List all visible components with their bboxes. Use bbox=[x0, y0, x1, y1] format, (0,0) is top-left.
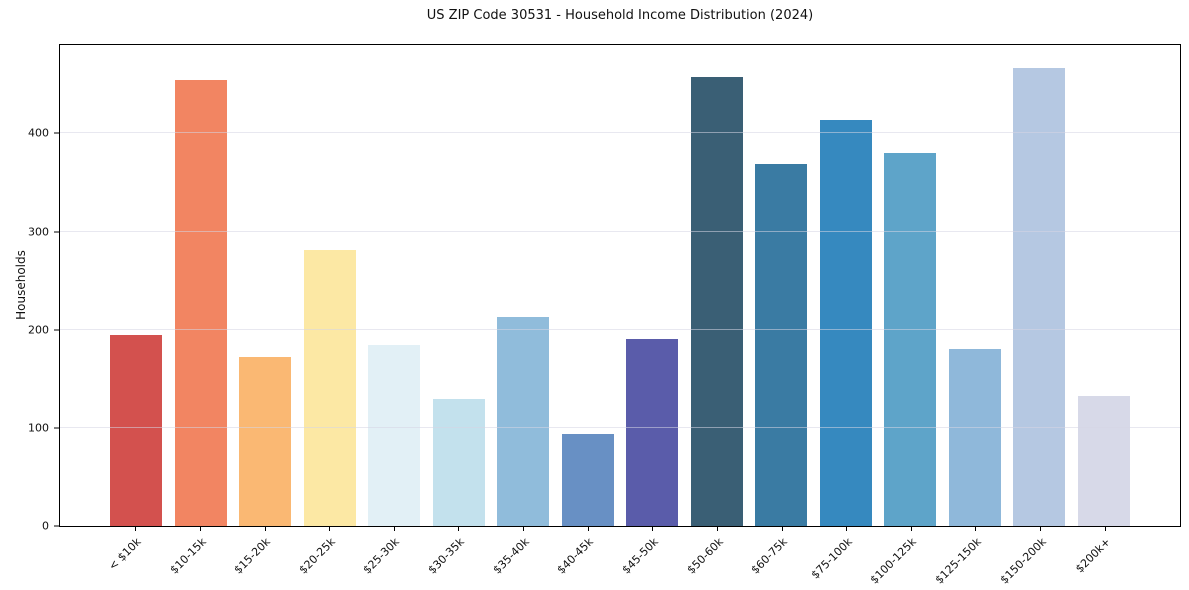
y-tick-mark bbox=[54, 329, 60, 331]
x-tick: $15-20k bbox=[232, 526, 297, 588]
x-tick-mark bbox=[135, 526, 137, 531]
bar-slot bbox=[491, 45, 556, 526]
bar-$75-100k bbox=[819, 119, 872, 526]
bars-container bbox=[60, 45, 1180, 526]
bar-$50-60k bbox=[690, 77, 743, 526]
chart-title: US ZIP Code 30531 - Household Income Dis… bbox=[426, 8, 814, 23]
bar-slot bbox=[814, 45, 879, 526]
bar-slot bbox=[878, 45, 943, 526]
x-tick-mark bbox=[781, 526, 783, 531]
x-tick-mark bbox=[652, 526, 654, 531]
x-tick-label: $125-150k bbox=[932, 535, 984, 587]
bar-slot bbox=[104, 45, 169, 526]
bar-slot bbox=[233, 45, 298, 526]
x-tick-label: $150-200k bbox=[997, 535, 1049, 587]
bar-slot bbox=[685, 45, 750, 526]
bar-$35-40k bbox=[497, 316, 550, 526]
y-axis-label: Households bbox=[14, 250, 28, 320]
plot-area: 0 100 200 300 400 < $10k $10-15k $15-20k $20-25… bbox=[28, 44, 1181, 586]
x-tick: $75-100k bbox=[808, 526, 879, 588]
x-tick: $45-50k bbox=[620, 526, 685, 588]
x-tick: $50-60k bbox=[684, 526, 750, 588]
bar-$15-20k bbox=[239, 357, 292, 526]
x-tick: $40-45k bbox=[555, 526, 620, 588]
x-tick-mark bbox=[199, 526, 201, 531]
x-tick: $30-35k bbox=[426, 526, 491, 588]
y-tick-mark bbox=[54, 427, 60, 429]
x-tick: $60-75k bbox=[749, 526, 814, 588]
x-tick-mark bbox=[716, 526, 718, 531]
bar-$100-125k bbox=[884, 152, 937, 526]
x-tick-label: $15-20k bbox=[231, 535, 274, 577]
x-tick-mark bbox=[329, 526, 331, 531]
y-tick-mark bbox=[54, 525, 60, 527]
x-tick-label: $30-35k bbox=[425, 535, 467, 577]
bar-slot bbox=[1007, 45, 1072, 526]
bar-$30-35k bbox=[432, 399, 485, 526]
x-tick-mark bbox=[1040, 526, 1042, 531]
x-tick-label: < $10k bbox=[106, 535, 144, 573]
x-tick-label: $10-15k bbox=[167, 535, 209, 577]
y-tick-label: 400 bbox=[28, 126, 49, 140]
x-tick-mark bbox=[975, 526, 977, 531]
x-tick: < $10k bbox=[103, 526, 168, 588]
x-axis-ticks: < $10k $10-15k $15-20k $20-25k $25-30k $30-35… bbox=[59, 526, 1181, 588]
bar-slot bbox=[169, 45, 234, 526]
bar-slot bbox=[943, 45, 1008, 526]
y-tick-mark bbox=[54, 231, 60, 233]
bar-$10-15k bbox=[174, 80, 227, 526]
bar-slot bbox=[427, 45, 492, 526]
bar-$150-200k bbox=[1013, 67, 1066, 526]
bar-slot bbox=[749, 45, 814, 526]
x-tick-mark bbox=[587, 526, 589, 531]
bar-slot bbox=[1072, 45, 1137, 526]
x-tick-label: $50-60k bbox=[684, 535, 726, 577]
y-tick-label: 300 bbox=[28, 225, 49, 239]
bar-slot bbox=[556, 45, 621, 526]
bar-$200k+ bbox=[1077, 396, 1130, 526]
bar-$20-25k bbox=[303, 250, 356, 526]
y-tick-label: 100 bbox=[28, 421, 49, 435]
x-tick: $125-150k bbox=[933, 526, 1008, 588]
x-tick: $35-40k bbox=[490, 526, 556, 588]
bar-< $10k bbox=[110, 334, 163, 526]
x-tick: $25-30k bbox=[361, 526, 427, 588]
x-tick: $20-25k bbox=[296, 526, 362, 588]
x-tick-mark bbox=[393, 526, 395, 531]
bar-$40-45k bbox=[561, 433, 614, 526]
bar-slot bbox=[298, 45, 363, 526]
x-tick: $10-15k bbox=[167, 526, 233, 588]
x-tick-label: $25-30k bbox=[361, 535, 403, 577]
y-tick-mark bbox=[54, 132, 60, 134]
bar-$60-75k bbox=[755, 163, 808, 526]
x-tick: $200k+ bbox=[1072, 526, 1137, 588]
x-tick-mark bbox=[458, 526, 460, 531]
x-tick-label: $100-125k bbox=[868, 535, 920, 587]
x-tick-mark bbox=[1104, 526, 1106, 531]
y-tick-label: 0 bbox=[42, 519, 49, 533]
bar-$125-150k bbox=[948, 349, 1001, 526]
x-tick-label: $20-25k bbox=[296, 535, 338, 577]
x-tick-label: $40-45k bbox=[554, 535, 597, 577]
x-tick-label: $45-50k bbox=[619, 535, 661, 577]
x-tick-label: $200k+ bbox=[1073, 535, 1114, 576]
x-tick-label: $60-75k bbox=[748, 535, 791, 577]
bar-$25-30k bbox=[368, 345, 421, 526]
bar-slot bbox=[362, 45, 427, 526]
x-tick-mark bbox=[264, 526, 266, 531]
x-tick-label: $35-40k bbox=[490, 535, 532, 577]
y-tick-label: 200 bbox=[28, 323, 49, 337]
x-tick-label: $75-100k bbox=[808, 535, 855, 582]
x-tick: $150-200k bbox=[997, 526, 1073, 588]
x-tick-mark bbox=[846, 526, 848, 531]
x-tick-mark bbox=[910, 526, 912, 531]
x-tick: $100-125k bbox=[868, 526, 944, 588]
bar-$45-50k bbox=[626, 338, 679, 526]
bar-slot bbox=[620, 45, 685, 526]
x-tick-mark bbox=[523, 526, 525, 531]
